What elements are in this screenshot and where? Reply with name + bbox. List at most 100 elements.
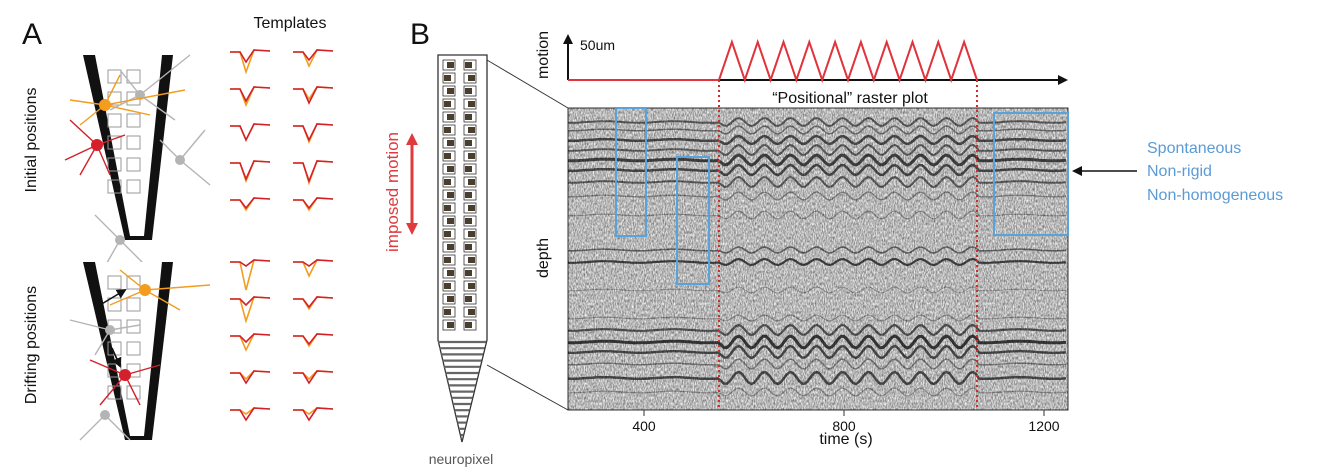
- raster-band: [568, 246, 1067, 254]
- template-waveform: [230, 259, 271, 291]
- neuropixel-probe: [437, 54, 488, 443]
- probe-site-pad: [468, 179, 475, 185]
- orange-neuron: [109, 269, 211, 311]
- template-waveform: [293, 407, 334, 422]
- template-waveform: [293, 259, 334, 267]
- template-waveform: [230, 49, 271, 64]
- raster-band: [568, 163, 1067, 177]
- scale-bar-label: 50um: [580, 37, 615, 53]
- template-waveform: [230, 49, 271, 75]
- highlight-box: [615, 107, 647, 237]
- electrode-site: [126, 297, 141, 312]
- probe-site-pad: [447, 244, 454, 250]
- raster-band: [568, 134, 1067, 146]
- drift-arrow: [111, 347, 122, 368]
- probe-site-pad: [447, 62, 454, 68]
- probe-site-pad: [444, 75, 451, 81]
- probe-drifting: [83, 262, 173, 440]
- orange-soma: [139, 284, 151, 296]
- motion-axis-label: motion: [535, 31, 552, 79]
- probe-site-pad: [444, 309, 451, 315]
- template-waveform: [293, 197, 334, 210]
- electrode-site: [107, 157, 122, 172]
- template-waveform: [293, 86, 334, 105]
- motion-trace: [568, 38, 978, 84]
- grey-soma: [100, 410, 110, 420]
- panel-a-label: A: [22, 18, 42, 51]
- zoom-line: [486, 364, 569, 411]
- probe-site-pad: [444, 127, 451, 133]
- probe-site-pad: [447, 218, 454, 224]
- raster-band: [568, 116, 1067, 128]
- probe-site-pad: [447, 192, 454, 198]
- templates-drifting: [230, 259, 334, 422]
- zoom-line: [486, 59, 569, 109]
- probe-site-pad: [465, 62, 472, 68]
- probe-site-pad: [447, 296, 454, 302]
- panel-b-label: B: [410, 18, 430, 51]
- probe-site-pad: [465, 218, 472, 224]
- template-waveform: [293, 333, 334, 346]
- row-label-initial: Initial positions: [23, 88, 40, 193]
- electrode-site: [126, 275, 141, 290]
- probe-site-pad: [447, 166, 454, 172]
- grey-soma: [105, 325, 115, 335]
- annotation-non-rigid: Non-rigid: [1147, 163, 1212, 180]
- annotation-non-homogeneous: Non-homogeneous: [1147, 187, 1283, 204]
- electrode-site: [107, 297, 122, 312]
- raster-band: [568, 153, 1067, 167]
- red-soma: [119, 369, 131, 381]
- raster-band: [568, 125, 1067, 135]
- raster-band: [568, 344, 1067, 360]
- probe-site-pad: [468, 283, 475, 289]
- probe-site-pad: [444, 231, 451, 237]
- probe-site-pad: [447, 270, 454, 276]
- grey-neuron: [69, 319, 141, 441]
- electrode-site: [107, 69, 122, 84]
- probe-site-pad: [465, 140, 472, 146]
- electrode-site: [126, 179, 141, 194]
- x-axis-ticks: 400 800 1200: [632, 410, 1060, 434]
- raster-band: [568, 191, 1067, 201]
- probe-site-pad: [468, 309, 475, 315]
- electrode-site: [126, 69, 141, 84]
- template-waveform: [230, 197, 271, 210]
- electrode-site: [107, 179, 122, 194]
- raster-band: [568, 175, 1067, 189]
- probe-caption: neuropixel: [429, 451, 494, 467]
- template-waveform: [293, 49, 334, 62]
- template-waveform: [230, 296, 271, 307]
- red-neuron: [64, 119, 126, 176]
- grey-soma: [175, 155, 185, 165]
- raster-band: [568, 323, 1067, 337]
- template-waveform: [230, 407, 271, 422]
- template-waveform: [293, 296, 334, 309]
- raster-band: [568, 286, 1067, 294]
- probe-site-pad: [468, 257, 475, 263]
- template-waveform: [293, 160, 334, 184]
- probe-site-pad: [468, 153, 475, 159]
- probe-site-pad: [465, 244, 472, 250]
- red-neuron: [89, 359, 161, 406]
- positional-raster: [567, 107, 1069, 411]
- probe-site-pad: [444, 179, 451, 185]
- raster-band: [568, 143, 1067, 157]
- template-waveform: [230, 160, 271, 182]
- probe-site-pad: [444, 205, 451, 211]
- electrode-site: [126, 135, 141, 150]
- template-waveform: [230, 86, 271, 103]
- electrode-site: [107, 113, 122, 128]
- probe-site-pad: [468, 101, 475, 107]
- electrode-site: [107, 385, 122, 400]
- raster-band: [568, 370, 1067, 386]
- orange-neuron: [69, 74, 186, 126]
- raster-band: [568, 387, 1067, 397]
- template-waveform: [230, 333, 271, 344]
- neurons-drifting: [69, 269, 211, 441]
- probe-site-pad: [465, 296, 472, 302]
- probe-site-pad: [444, 153, 451, 159]
- electrode-site: [126, 341, 141, 356]
- probe-site-pad: [444, 257, 451, 263]
- probe-site-pad: [444, 101, 451, 107]
